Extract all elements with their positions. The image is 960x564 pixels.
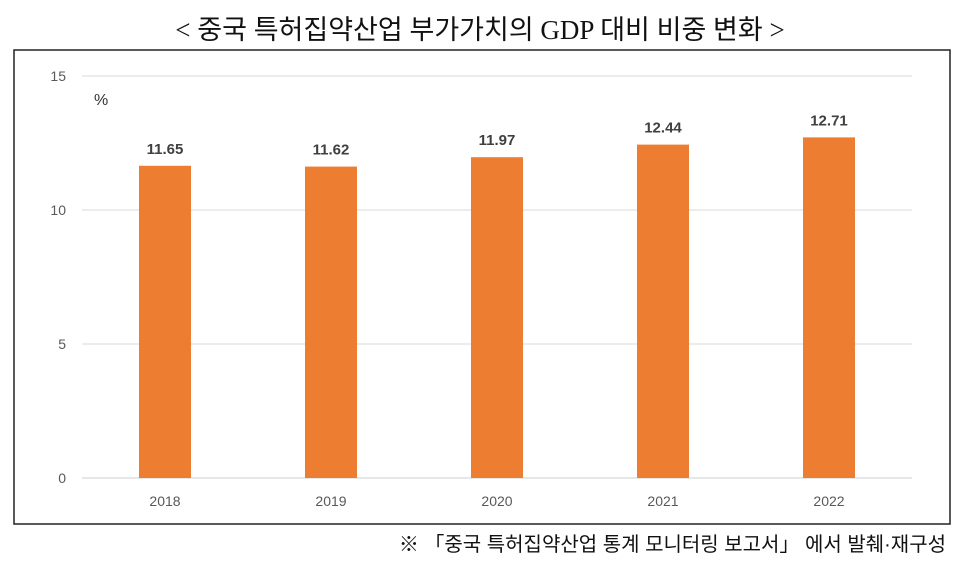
data-label: 11.97 bbox=[479, 132, 516, 149]
chart-title: < 중국 특허집약산업 부가가치의 GDP 대비 비중 변화 > bbox=[175, 15, 785, 45]
data-label: 11.62 bbox=[313, 142, 350, 159]
x-tick-label: 2021 bbox=[647, 493, 678, 509]
data-label: 11.65 bbox=[147, 141, 184, 158]
bar-2022 bbox=[803, 137, 855, 478]
bar-2020 bbox=[471, 157, 523, 479]
bar-2019 bbox=[305, 166, 357, 479]
y-tick-label: 5 bbox=[58, 336, 66, 352]
data-label: 12.71 bbox=[810, 112, 848, 129]
y-tick-label: 10 bbox=[50, 202, 66, 218]
y-unit-label: % bbox=[94, 92, 108, 109]
x-tick-label: 2019 bbox=[315, 493, 346, 509]
data-label: 12.44 bbox=[644, 120, 682, 137]
x-tick-label: 2018 bbox=[149, 493, 180, 509]
chart-frame bbox=[13, 49, 951, 525]
x-tick-label: 2020 bbox=[481, 493, 512, 509]
y-tick-label: 0 bbox=[58, 470, 66, 486]
y-tick-label: 15 bbox=[50, 68, 66, 84]
bar-2018 bbox=[139, 165, 191, 478]
source-note: ※ 「중국 특허집약산업 통계 모니터링 보고서」 에서 발췌·재구성 bbox=[398, 534, 946, 556]
bar-2021 bbox=[637, 144, 689, 478]
x-tick-label: 2022 bbox=[813, 493, 844, 509]
